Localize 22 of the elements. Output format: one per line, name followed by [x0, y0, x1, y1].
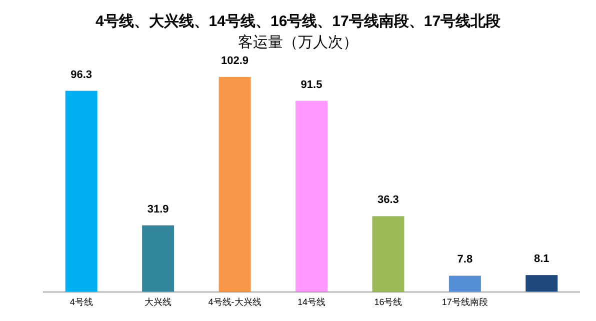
data-label: 91.5 — [300, 78, 322, 91]
x-tick-label: 大兴线 — [144, 297, 172, 307]
bar — [296, 100, 328, 292]
data-label: 31.9 — [147, 203, 169, 216]
bar — [65, 90, 98, 292]
x-tick-label: 17号线南段 — [442, 297, 488, 307]
data-label: 7.8 — [457, 254, 473, 266]
x-tick-label: 4号线 — [70, 297, 93, 307]
data-label: 36.3 — [378, 194, 399, 206]
x-tick-label: 16号线 — [374, 297, 402, 307]
bar — [526, 275, 558, 292]
x-tick-label: 14号线 — [297, 297, 326, 307]
data-label: 96.3 — [70, 68, 92, 81]
x-tick-label: 4号线-大兴线 — [208, 297, 262, 307]
data-label: 102.9 — [221, 55, 249, 67]
bar — [218, 77, 251, 292]
data-label: 8.1 — [534, 253, 550, 266]
bar — [142, 225, 174, 292]
bar — [448, 276, 481, 292]
chart-title: 4号线、大兴线、14号线、16号线、17号线南段、17号线北段 — [95, 13, 502, 30]
bar — [372, 216, 404, 292]
chart-subtitle: 客运量（万人次） — [238, 34, 358, 51]
